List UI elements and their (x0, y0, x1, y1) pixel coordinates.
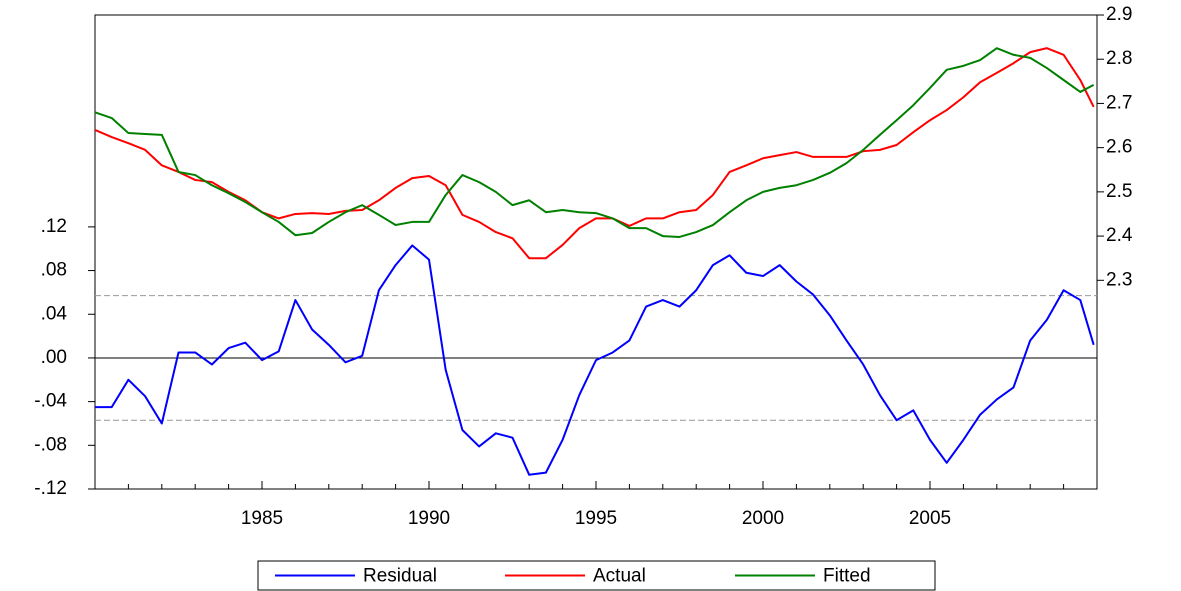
y2-tick-label: 2.4 (1106, 225, 1133, 246)
x-tick-label: 2005 (909, 508, 951, 529)
y-tick-label: -.08 (34, 434, 67, 455)
legend-box (257, 560, 936, 591)
y-tick-label: .04 (41, 303, 68, 324)
series-line (94, 47, 1095, 260)
y2-tick-label: 2.9 (1106, 4, 1132, 25)
legend-label: Residual (363, 566, 437, 587)
legend-label: Fitted (823, 566, 871, 587)
y-tick-label: .00 (41, 347, 67, 368)
legend-label: Actual (593, 566, 646, 587)
x-tick-label: 1995 (575, 508, 617, 529)
y2-tick-label: 2.5 (1106, 181, 1132, 202)
y2-tick-label: 2.6 (1106, 137, 1132, 158)
y2-tick-label: 2.8 (1106, 48, 1132, 69)
y-tick-label: .08 (41, 260, 67, 281)
x-tick-label: 1985 (241, 508, 283, 529)
x-tick-label: 1990 (408, 508, 450, 529)
x-tick-label: 2000 (742, 508, 784, 529)
series-line (94, 47, 1095, 238)
series-line (95, 244, 1095, 476)
y2-tick-label: 2.3 (1106, 269, 1132, 290)
plot-area (94, 14, 1098, 490)
y-tick-label: -.04 (34, 391, 67, 412)
y-tick-label: -.12 (34, 478, 67, 499)
y-tick-label: .12 (41, 216, 67, 237)
y2-tick-label: 2.7 (1106, 92, 1132, 113)
